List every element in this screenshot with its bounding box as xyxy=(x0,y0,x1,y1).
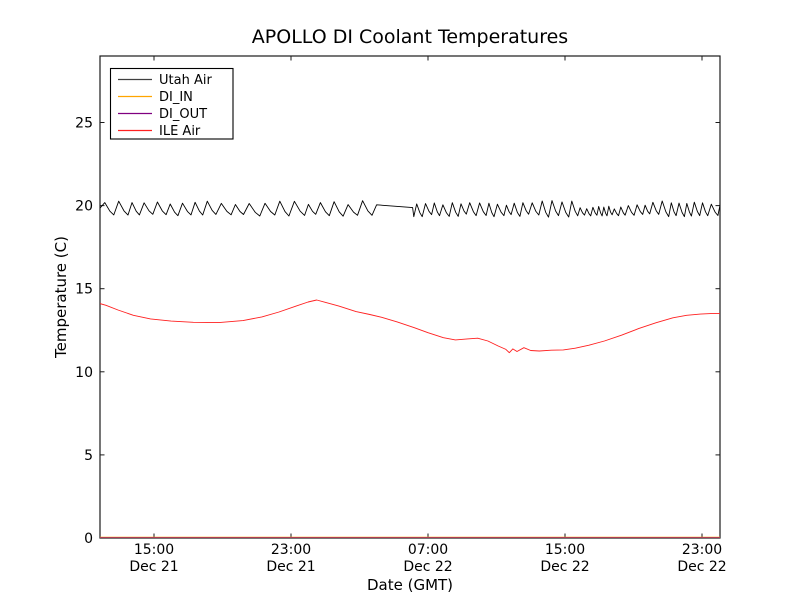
x-tick-label-date: Dec 21 xyxy=(129,559,178,575)
x-tick-label-time: 07:00 xyxy=(408,542,448,558)
x-axis-label: Date (GMT) xyxy=(367,576,453,594)
y-tick-label: 10 xyxy=(75,365,93,381)
y-tick-label: 15 xyxy=(75,282,93,298)
legend-box xyxy=(109,67,234,140)
legend-entry: Utah Air xyxy=(118,73,212,88)
y-tick-label: 5 xyxy=(84,448,93,464)
y-tick-label: 0 xyxy=(84,531,93,547)
x-tick-label-time: 15:00 xyxy=(545,542,585,558)
legend-entry: DI_IN xyxy=(118,90,193,105)
x-tick-label-date: Dec 22 xyxy=(403,559,452,575)
legend-entry: DI_OUT xyxy=(118,107,207,122)
series-lines xyxy=(100,200,720,538)
legend-label: Utah Air xyxy=(159,73,212,88)
legend-label: ILE Air xyxy=(159,124,201,139)
x-tick-label-date: Dec 22 xyxy=(540,559,589,575)
x-tick-label-time: 23:00 xyxy=(682,542,722,558)
x-tick-label-date: Dec 22 xyxy=(677,559,726,575)
legend-entry: ILE Air xyxy=(118,124,201,139)
x-tick-label-time: 23:00 xyxy=(271,542,311,558)
series-line-ile-air xyxy=(100,299,720,354)
x-tick-label-time: 15:00 xyxy=(134,542,174,558)
y-axis-label: Temperature (C) xyxy=(52,236,70,359)
legend: Utah Air DI_IN DI_OUT ILE Air xyxy=(109,67,234,140)
y-tick-label: 25 xyxy=(75,116,93,132)
series-line-utah-air xyxy=(100,200,720,218)
x-tick-label-date: Dec 21 xyxy=(266,559,315,575)
legend-label: DI_OUT xyxy=(159,107,207,122)
legend-label: DI_IN xyxy=(159,90,193,105)
y-tick-label: 20 xyxy=(75,199,93,215)
chart-title: APOLLO DI Coolant Temperatures xyxy=(252,26,568,48)
